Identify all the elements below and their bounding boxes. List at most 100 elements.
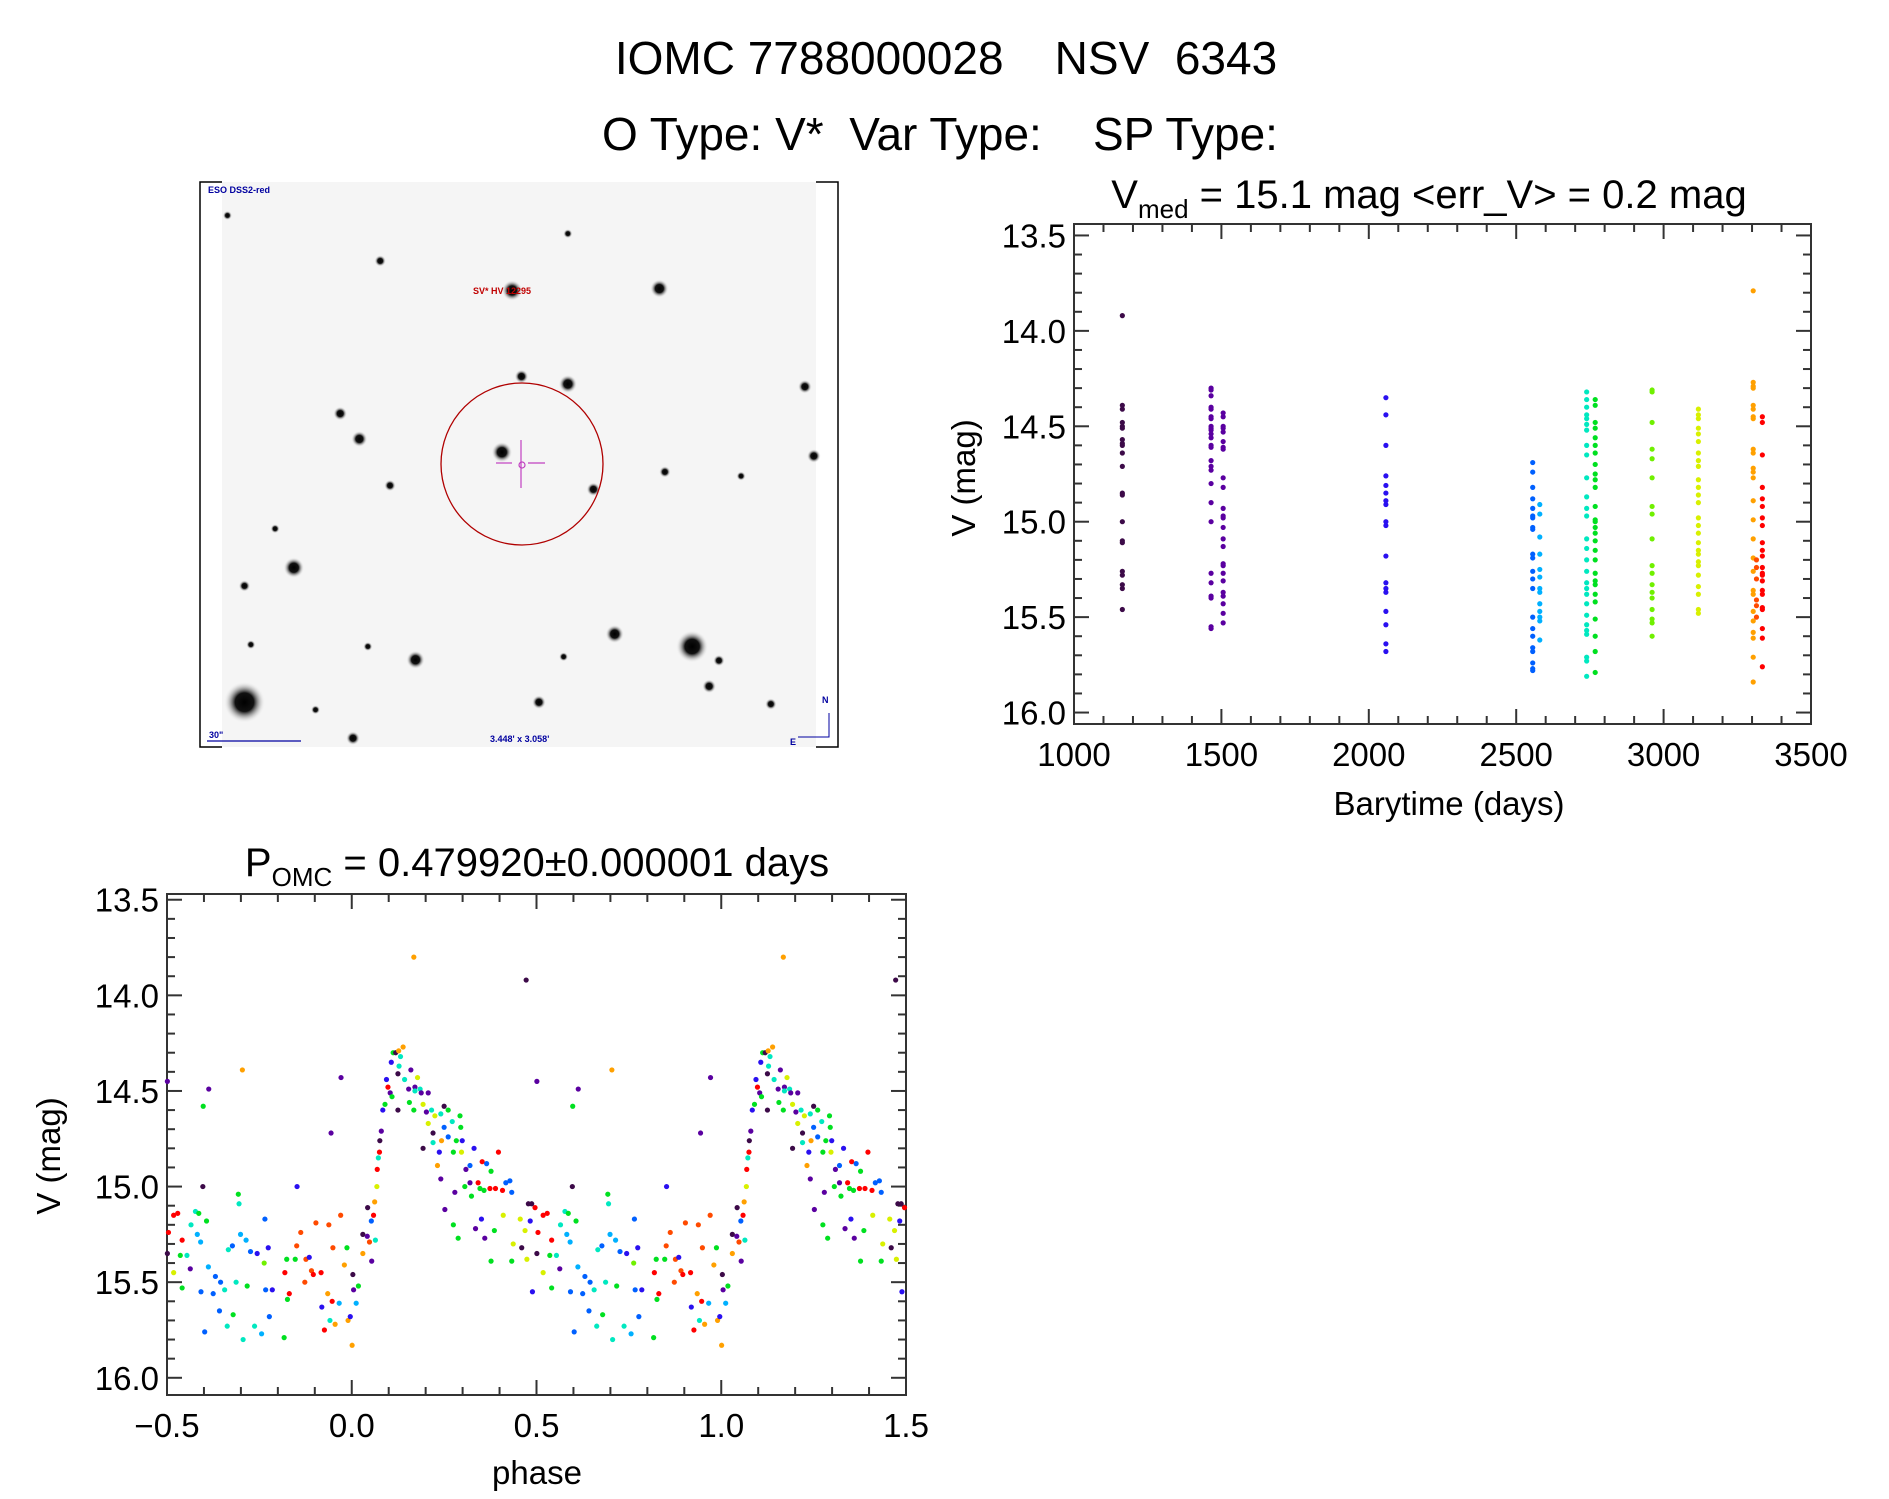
data-point — [654, 1296, 660, 1302]
data-point — [1750, 288, 1756, 294]
data-point — [1584, 557, 1590, 563]
data-point — [529, 1201, 535, 1207]
data-point — [821, 1189, 827, 1195]
data-point — [1119, 402, 1125, 408]
star — [406, 650, 425, 669]
data-point — [1592, 442, 1598, 448]
data-point — [1592, 648, 1598, 655]
data-point — [1695, 406, 1701, 412]
x-tick-label: 0.0 — [329, 1407, 375, 1444]
data-point — [893, 1256, 899, 1262]
data-point — [865, 1149, 871, 1155]
star — [223, 681, 266, 723]
data-point — [1750, 416, 1756, 422]
data-point — [436, 1149, 442, 1155]
star — [736, 471, 746, 481]
data-point — [524, 1256, 530, 1262]
data-point — [771, 1076, 777, 1083]
data-point — [1592, 669, 1598, 676]
data-point — [595, 1247, 601, 1253]
data-point — [1537, 637, 1543, 643]
data-point — [663, 1183, 670, 1190]
data-point — [239, 1067, 245, 1073]
data-point — [564, 1231, 570, 1237]
data-point — [487, 1185, 493, 1192]
data-point — [729, 1250, 735, 1257]
data-point — [481, 1187, 487, 1193]
data-point — [799, 1139, 806, 1146]
data-point — [1119, 572, 1125, 578]
data-point — [397, 1053, 404, 1060]
star — [491, 441, 513, 463]
data-point — [425, 1120, 431, 1127]
data-point — [500, 1212, 506, 1218]
data-point — [1592, 633, 1598, 639]
data-point — [164, 1078, 170, 1084]
data-point — [573, 1218, 579, 1224]
data-point — [1530, 496, 1536, 502]
data-point — [364, 1233, 370, 1239]
data-point — [475, 1180, 481, 1186]
data-point — [1383, 490, 1389, 496]
data-point — [294, 1243, 300, 1249]
data-point — [1649, 606, 1655, 613]
data-point — [380, 1107, 386, 1113]
data-point — [741, 1199, 747, 1205]
y-tick-label: 14.5 — [1002, 408, 1066, 445]
data-point — [235, 1191, 241, 1197]
data-point — [736, 1239, 742, 1245]
data-point — [1750, 475, 1756, 481]
data-point — [758, 1094, 765, 1100]
data-point — [898, 1201, 904, 1207]
data-point — [1759, 635, 1765, 641]
data-point — [1530, 515, 1536, 521]
star — [246, 640, 256, 650]
data-point — [529, 1289, 536, 1295]
data-point — [425, 1090, 431, 1096]
data-point — [825, 1235, 831, 1241]
data-point — [376, 1149, 383, 1155]
data-point — [202, 1329, 208, 1335]
data-point — [313, 1220, 319, 1226]
data-point — [842, 1226, 848, 1232]
data-point — [509, 1258, 515, 1264]
data-point — [738, 1218, 744, 1224]
data-point — [1649, 570, 1655, 576]
data-point — [1530, 667, 1536, 674]
star-field — [222, 210, 821, 746]
data-point — [325, 1291, 331, 1297]
data-point — [488, 1258, 494, 1264]
data-point — [811, 1124, 817, 1130]
data-point — [1220, 601, 1226, 607]
data-point — [614, 1283, 620, 1289]
data-point — [1584, 654, 1590, 660]
data-point — [1592, 530, 1598, 536]
data-point — [631, 1260, 637, 1266]
data-point — [1750, 406, 1756, 412]
data-point — [471, 1145, 477, 1151]
data-point — [697, 1130, 704, 1136]
data-point — [725, 1283, 731, 1289]
data-point — [355, 1283, 362, 1289]
data-point — [808, 1138, 814, 1144]
data-point — [749, 1107, 755, 1113]
data-point — [430, 1130, 436, 1136]
data-point — [330, 1245, 336, 1251]
x-tick-label: 1500 — [1185, 736, 1258, 773]
data-point — [1649, 536, 1655, 542]
data-point — [1750, 629, 1756, 635]
data-point — [1220, 563, 1226, 569]
data-point — [1119, 313, 1125, 319]
data-point — [823, 1138, 829, 1144]
data-point — [857, 1168, 864, 1174]
data-point — [765, 1063, 772, 1069]
data-point — [527, 1218, 533, 1224]
star — [676, 630, 709, 663]
data-point — [184, 1252, 190, 1259]
data-point — [1119, 419, 1125, 426]
data-point — [1759, 496, 1765, 502]
data-point — [336, 1300, 342, 1306]
data-point — [438, 1138, 445, 1144]
data-point — [636, 1313, 642, 1320]
data-point — [369, 1258, 375, 1264]
